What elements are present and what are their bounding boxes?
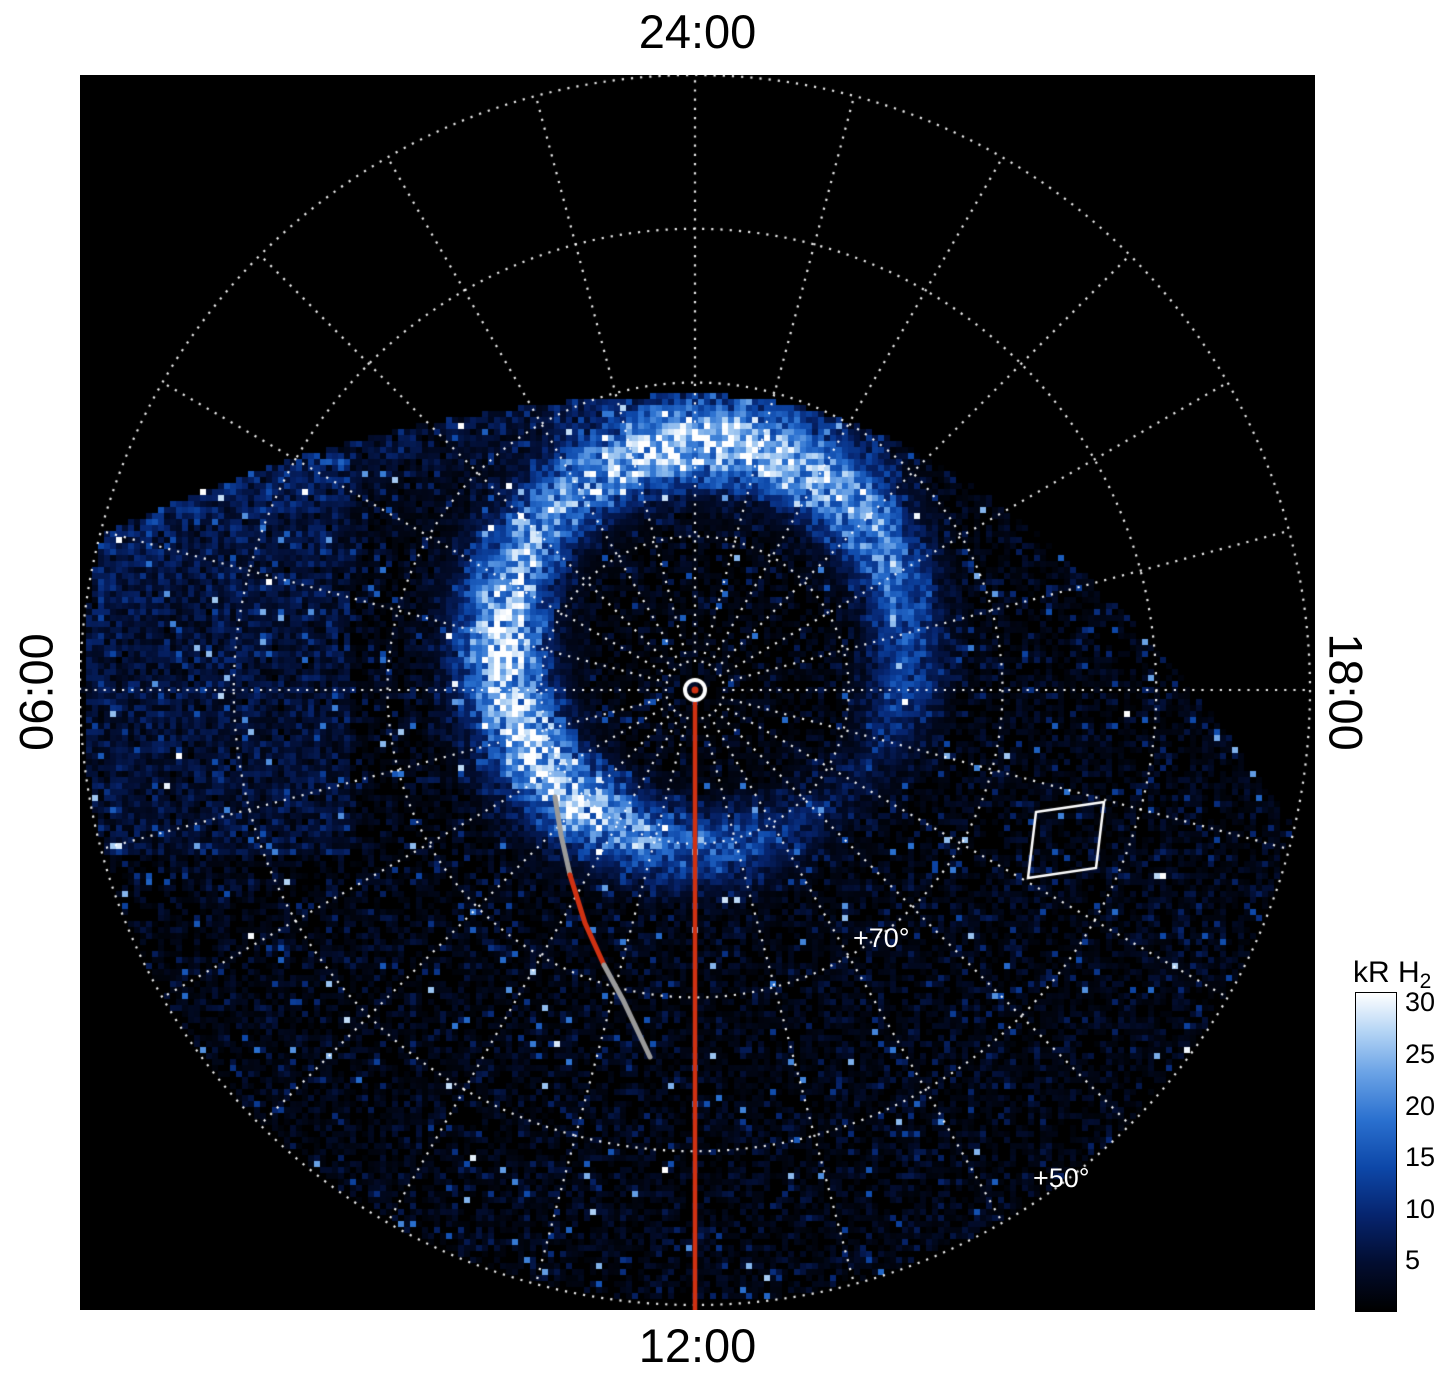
colorbar-title: kR H2 bbox=[1353, 956, 1431, 994]
mlt-label-0600: 06:00 bbox=[9, 633, 63, 751]
latitude-label-50: +50° bbox=[1033, 1163, 1090, 1193]
colorbar: kR H2 30 25 20 15 10 5 bbox=[1353, 956, 1447, 1356]
colorbar-tick-30: 30 bbox=[1405, 987, 1436, 1017]
aurora-emission-map bbox=[80, 75, 1315, 1310]
mlt-label-1800: 18:00 bbox=[1319, 633, 1373, 751]
colorbar-ticks: 30 25 20 15 10 5 bbox=[1405, 988, 1447, 1312]
colorbar-title-subscript: 2 bbox=[1419, 970, 1432, 993]
polar-plot-area: +70° +50° bbox=[80, 75, 1315, 1310]
mlt-label-2400: 24:00 bbox=[638, 5, 757, 58]
mlt-label-1200: 12:00 bbox=[638, 1319, 757, 1372]
latitude-label-70: +70° bbox=[853, 923, 910, 953]
colorbar-gradient bbox=[1355, 992, 1397, 1312]
colorbar-tick-5: 5 bbox=[1405, 1245, 1421, 1275]
colorbar-tick-25: 25 bbox=[1405, 1039, 1436, 1069]
colorbar-tick-15: 15 bbox=[1405, 1142, 1436, 1172]
colorbar-title-main: kR H bbox=[1353, 956, 1420, 989]
colorbar-tick-10: 10 bbox=[1405, 1194, 1436, 1224]
colorbar-tick-20: 20 bbox=[1405, 1091, 1436, 1121]
